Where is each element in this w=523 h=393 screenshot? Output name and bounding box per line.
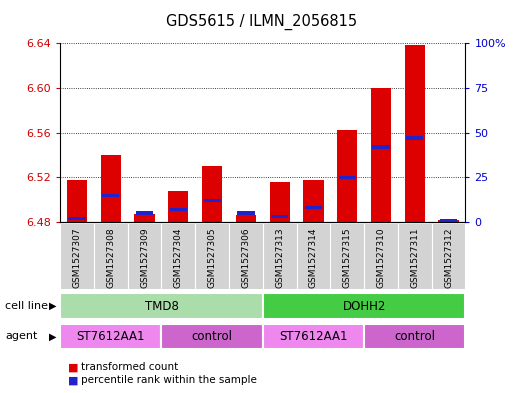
- Text: percentile rank within the sample: percentile rank within the sample: [81, 375, 257, 386]
- Text: GSM1527305: GSM1527305: [208, 227, 217, 288]
- Text: TMD8: TMD8: [144, 299, 178, 313]
- Text: ■: ■: [68, 362, 78, 373]
- Bar: [60, 294, 263, 319]
- Bar: [371, 88, 391, 222]
- Bar: [134, 214, 155, 222]
- Text: GSM1527315: GSM1527315: [343, 227, 352, 288]
- Bar: [269, 182, 290, 222]
- Bar: [364, 324, 465, 349]
- Text: GDS5615 / ILMN_2056815: GDS5615 / ILMN_2056815: [166, 14, 357, 30]
- Text: GSM1527312: GSM1527312: [444, 227, 453, 288]
- Bar: [263, 324, 364, 349]
- Text: GSM1527306: GSM1527306: [242, 227, 251, 288]
- Bar: [438, 220, 459, 222]
- Bar: [69, 217, 86, 220]
- Bar: [337, 130, 357, 222]
- Text: ▶: ▶: [49, 331, 56, 342]
- Bar: [372, 145, 390, 149]
- Text: control: control: [394, 330, 435, 343]
- Text: DOHH2: DOHH2: [343, 299, 386, 313]
- Text: agent: agent: [5, 331, 38, 342]
- Text: GSM1527314: GSM1527314: [309, 227, 318, 288]
- Bar: [162, 324, 263, 349]
- Text: cell line: cell line: [5, 301, 48, 311]
- Bar: [440, 219, 457, 222]
- Text: GSM1527304: GSM1527304: [174, 227, 183, 288]
- Bar: [102, 193, 119, 197]
- Text: GSM1527311: GSM1527311: [411, 227, 419, 288]
- Text: ST7612AA1: ST7612AA1: [76, 330, 145, 343]
- Text: transformed count: transformed count: [81, 362, 178, 373]
- Bar: [168, 191, 188, 222]
- Text: GSM1527307: GSM1527307: [73, 227, 82, 288]
- Bar: [338, 176, 356, 179]
- Bar: [203, 199, 221, 202]
- Bar: [263, 294, 465, 319]
- Bar: [202, 166, 222, 222]
- Bar: [100, 155, 121, 222]
- Text: GSM1527308: GSM1527308: [106, 227, 115, 288]
- Bar: [405, 46, 425, 222]
- Bar: [237, 211, 255, 215]
- Text: ■: ■: [68, 375, 78, 386]
- Text: control: control: [191, 330, 233, 343]
- Text: ST7612AA1: ST7612AA1: [279, 330, 348, 343]
- Bar: [406, 136, 424, 140]
- Bar: [271, 215, 288, 219]
- Text: ▶: ▶: [49, 301, 56, 311]
- Bar: [60, 324, 162, 349]
- Bar: [136, 211, 153, 215]
- Bar: [303, 180, 324, 222]
- Text: GSM1527310: GSM1527310: [377, 227, 385, 288]
- Bar: [305, 206, 322, 209]
- Text: GSM1527313: GSM1527313: [275, 227, 284, 288]
- Bar: [170, 208, 187, 211]
- Bar: [236, 215, 256, 222]
- Bar: [67, 180, 87, 222]
- Text: GSM1527309: GSM1527309: [140, 227, 149, 288]
